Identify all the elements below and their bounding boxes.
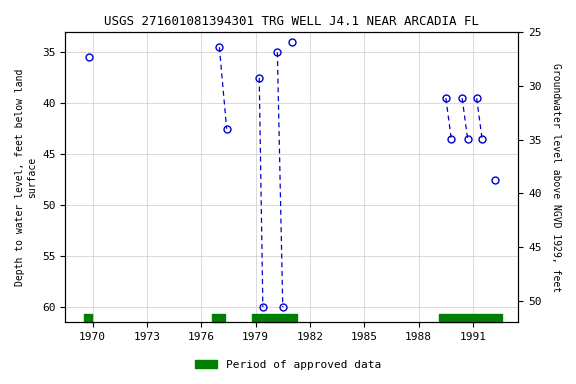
Title: USGS 271601081394301 TRG WELL J4.1 NEAR ARCADIA FL: USGS 271601081394301 TRG WELL J4.1 NEAR … (104, 15, 479, 28)
Y-axis label: Depth to water level, feet below land
surface: Depth to water level, feet below land su… (15, 68, 37, 286)
Y-axis label: Groundwater level above NGVD 1929, feet: Groundwater level above NGVD 1929, feet (551, 63, 561, 292)
Legend: Period of approved data: Period of approved data (191, 356, 385, 375)
